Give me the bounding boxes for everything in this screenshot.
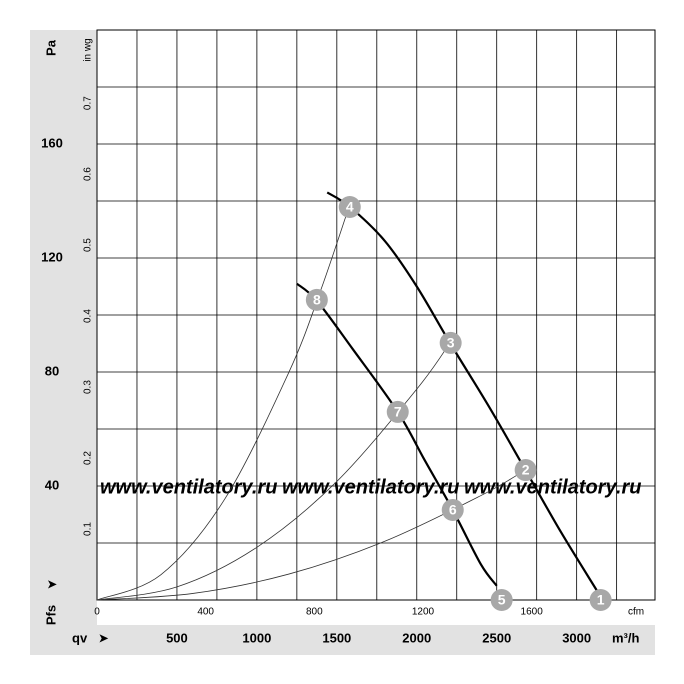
- y-tick-label: 160: [41, 135, 63, 150]
- x2-tick-label: 1600: [521, 607, 544, 618]
- y2-tick-label: 0.1: [83, 522, 94, 536]
- operating-point: [439, 331, 462, 354]
- y-band: [30, 30, 97, 655]
- operating-point: [514, 459, 537, 482]
- watermark: www.ventilatory.ru: [464, 476, 641, 498]
- system-curve: [96, 342, 451, 601]
- system-curve: [96, 204, 350, 601]
- x2-label: cfm: [628, 607, 644, 618]
- y-label: Pa: [43, 39, 58, 56]
- y2-tick-label: 0.3: [83, 380, 94, 394]
- y-symbol: Pfs: [43, 605, 58, 625]
- operating-point: [441, 498, 464, 521]
- operating-point-label: 5: [498, 592, 506, 608]
- x-arrow: ➤: [98, 630, 109, 645]
- x-tick-label: 2500: [482, 630, 511, 645]
- x2-tick-label: 1200: [412, 607, 435, 618]
- x-tick-label: 1000: [242, 630, 271, 645]
- operating-point-label: 8: [313, 292, 321, 308]
- x2-tick-label: 400: [197, 607, 214, 618]
- operating-point-label: 7: [394, 404, 402, 420]
- operating-point: [490, 589, 513, 611]
- y2-tick-label: 0.4: [83, 309, 94, 323]
- x2-tick-label: 800: [306, 607, 323, 618]
- y-tick-label: 40: [45, 477, 59, 492]
- operating-point-label: 3: [447, 335, 455, 351]
- operating-point-label: 2: [522, 462, 530, 478]
- operating-point-label: 6: [449, 502, 457, 518]
- operating-point: [589, 589, 612, 611]
- operating-point-label: 1: [597, 592, 605, 608]
- y2-tick-label: 0.6: [83, 167, 94, 181]
- x-tick-label: 2000: [402, 630, 431, 645]
- x-tick-label: 500: [166, 630, 188, 645]
- system-curve: [96, 469, 526, 601]
- y-tick-label: 120: [41, 249, 63, 264]
- y2-label: in wg: [83, 38, 94, 61]
- y-arrow: ➤: [47, 576, 58, 591]
- operating-point-label: 4: [346, 199, 354, 215]
- y2-tick-label: 0.5: [83, 238, 94, 252]
- x-label: m³/h: [612, 630, 640, 645]
- y2-tick-label: 0.7: [83, 96, 94, 110]
- x-band: [30, 625, 655, 655]
- watermark: www.ventilatory.ru: [100, 476, 277, 498]
- x2-tick-label: 0: [94, 607, 100, 618]
- operating-point: [305, 288, 328, 311]
- operating-point: [386, 400, 409, 423]
- operating-point: [338, 195, 361, 218]
- y2-tick-label: 0.2: [83, 451, 94, 465]
- watermark: www.ventilatory.ru: [282, 476, 459, 498]
- y-tick-label: 80: [45, 363, 59, 378]
- x-symbol: qv: [72, 630, 88, 645]
- x-tick-label: 3000: [562, 630, 591, 645]
- x-tick-label: 1500: [322, 630, 351, 645]
